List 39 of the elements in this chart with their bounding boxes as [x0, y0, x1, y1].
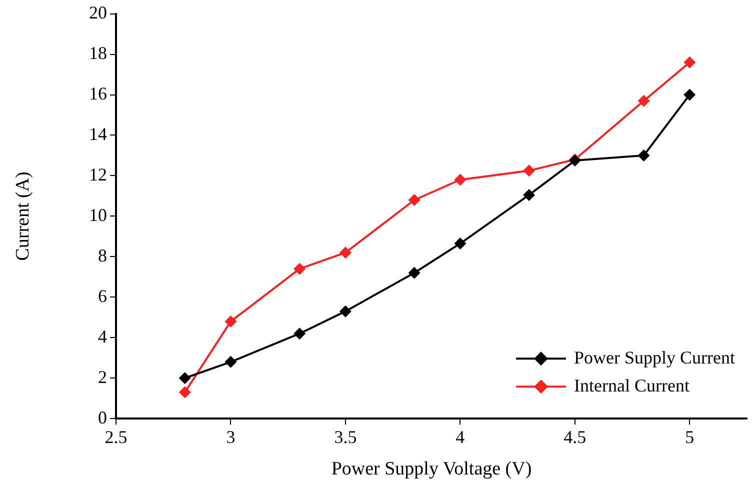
legend-label: Power Supply Current: [574, 347, 736, 368]
point: [523, 188, 536, 201]
y-tick-label: 14: [89, 124, 107, 144]
point: [408, 194, 420, 206]
x-tick-label: 5: [685, 427, 694, 448]
point: [684, 56, 696, 68]
point: [178, 386, 191, 398]
point: [339, 305, 352, 318]
y-tick-label: 18: [89, 43, 107, 64]
y-tick-label: 0: [98, 407, 107, 428]
point: [224, 315, 237, 328]
y-axis-title: Current (A): [12, 172, 34, 261]
y-tick-label: 8: [98, 245, 107, 266]
point: [294, 262, 306, 275]
point: [408, 266, 420, 279]
x-tick-label: 3: [226, 427, 236, 448]
point: [523, 164, 536, 177]
point: [454, 238, 466, 250]
x-tick-label: 4: [456, 427, 465, 448]
point: [454, 174, 466, 186]
y-tick-label: 20: [89, 2, 107, 23]
x-tick-label: 3.5: [334, 427, 357, 448]
y-tick-label: 2: [98, 366, 107, 387]
point: [339, 246, 352, 259]
x-tick-label: 2.5: [104, 427, 128, 448]
y-tick-label: 16: [89, 83, 107, 104]
point: [684, 88, 696, 101]
point: [638, 149, 650, 162]
point: [224, 356, 237, 368]
y-tick-label: 10: [89, 204, 107, 225]
point: [294, 328, 306, 340]
y-tick-label: 4: [98, 326, 107, 346]
y-tick-label: 12: [89, 164, 107, 184]
x-tick-label: 4.5: [564, 427, 586, 448]
legend-label: Internal Current: [574, 375, 690, 396]
y-tick-label: 6: [98, 286, 107, 306]
point: [178, 372, 191, 384]
x-axis-title: Power Supply Voltage (V): [331, 458, 532, 480]
point: [638, 94, 650, 107]
